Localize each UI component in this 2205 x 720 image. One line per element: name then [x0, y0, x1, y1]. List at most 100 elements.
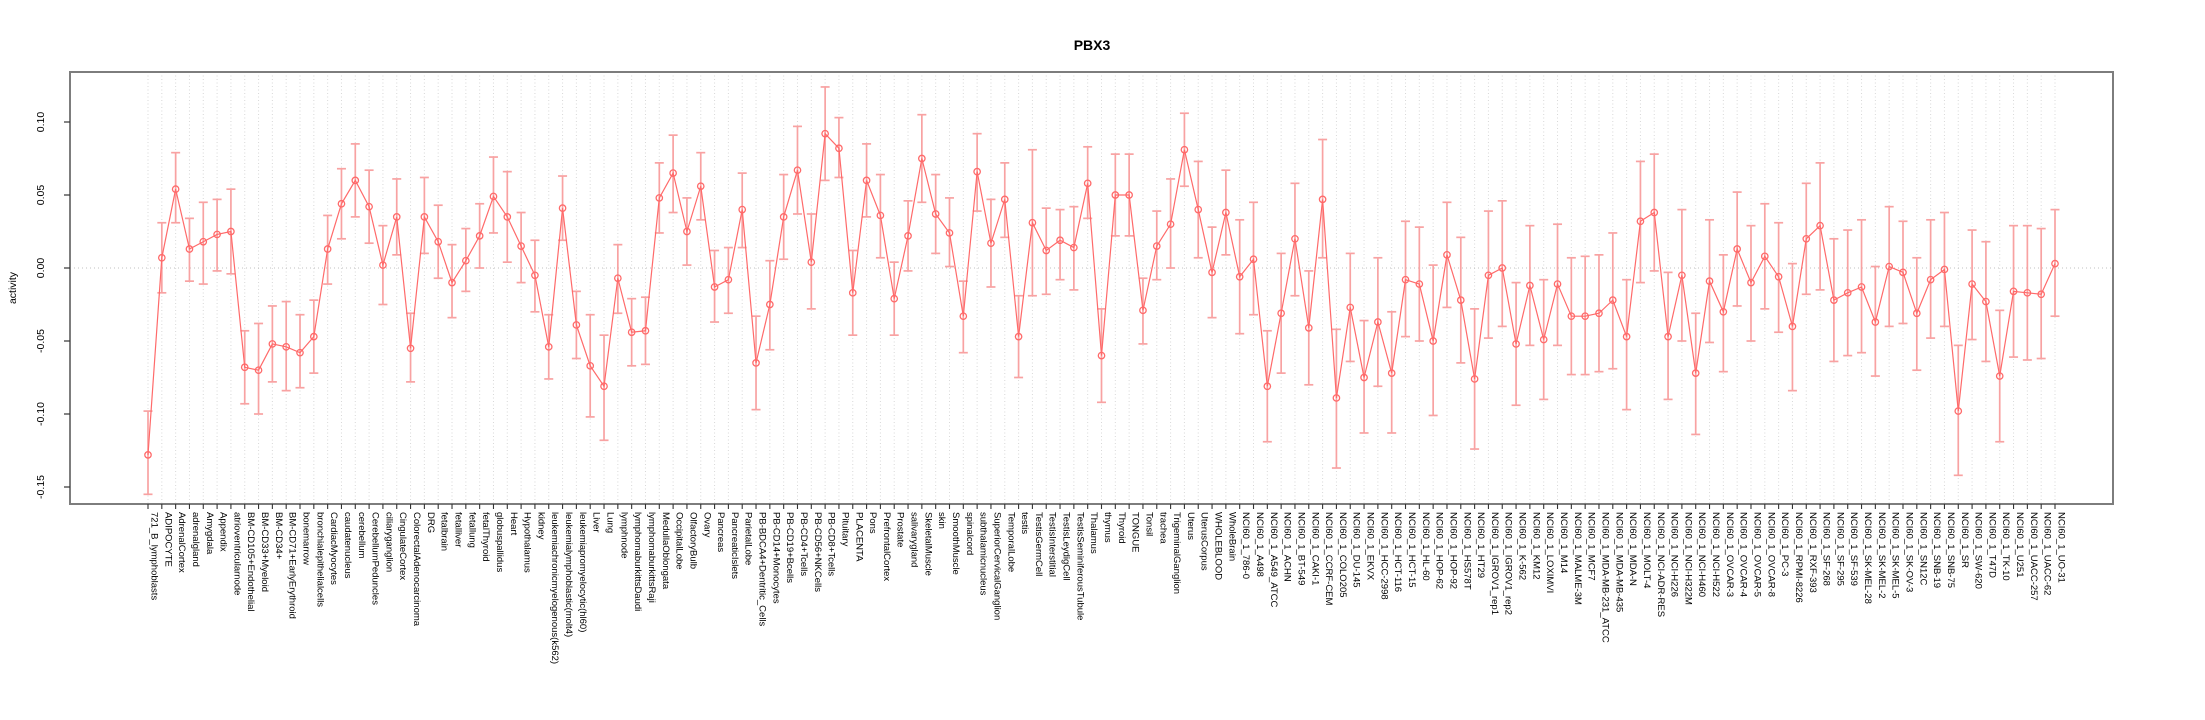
x-tick-label: NCI60_1_NCI-H226: [1669, 512, 1680, 597]
data-point: [254, 366, 263, 375]
x-tick-label: TestisLeydigCell: [1061, 512, 1072, 581]
x-tick-label: NCI60_1_M14: [1558, 512, 1569, 573]
data-point: [1484, 271, 1493, 280]
data-point: [1512, 340, 1520, 348]
data-point: [1415, 280, 1424, 288]
x-tick-label: NCI60_1_SK-OV-3: [1903, 512, 1914, 592]
data-point: [2009, 287, 2018, 296]
error-bar: [1497, 199, 1507, 328]
x-tick-label: NCI60_1_SK-MEL-2: [1876, 512, 1887, 599]
data-point: [157, 253, 166, 262]
data-point: [1526, 281, 1534, 290]
x-tick-label: NCI60_1_OVCAR-3: [1724, 512, 1735, 597]
data-point: [1498, 264, 1507, 272]
x-tick-label: leukemiachronicmyelogenous(k562): [549, 512, 560, 664]
x-tick-label: NCI60_1_SF-539: [1848, 512, 1859, 586]
x-tick-label: fetalliver: [453, 512, 464, 547]
x-tick-label: BM-CD34+: [273, 512, 284, 560]
x-tick-label: NCI60_1_HL-60: [1420, 512, 1431, 581]
data-point: [1374, 318, 1382, 326]
data-point: [641, 326, 650, 335]
data-point: [171, 185, 180, 194]
data-point: [862, 176, 871, 185]
data-point: [1360, 373, 1368, 382]
data-point: [1097, 351, 1106, 360]
data-point: [1705, 277, 1714, 285]
data-point: [1608, 296, 1617, 304]
x-tick-label: WHOLEBLOOD: [1213, 512, 1224, 580]
data-point: [309, 332, 318, 341]
data-point: [213, 230, 221, 239]
data-point: [821, 129, 829, 138]
x-tick-label: kidney: [535, 512, 546, 540]
x-tick-label: cerebellum: [356, 512, 367, 559]
data-point: [517, 242, 525, 250]
data-point: [1774, 272, 1783, 281]
data-point: [365, 202, 373, 211]
data-point: [1014, 332, 1023, 341]
data-point: [1830, 296, 1838, 304]
x-tick-label: NCI60_1_MCF7: [1586, 512, 1597, 581]
x-tick-label: NCI60_1_OVCAR-5: [1751, 512, 1762, 597]
x-tick-label: Uterus: [1185, 512, 1196, 540]
x-tick-label: NCI60_1_SNB-19: [1931, 512, 1942, 588]
x-tick-label: Thalamus: [1088, 512, 1099, 554]
x-tick-label: NCI60_1_HCC-2998: [1378, 512, 1389, 600]
data-point: [918, 154, 926, 163]
data-point: [1263, 382, 1272, 391]
x-tick-label: NCI60_1_UACC-257: [2028, 512, 2039, 601]
x-tick-label: BM-CD33+Myeloid: [259, 512, 270, 592]
x-tick-label: TemporalLobe: [1005, 512, 1016, 572]
x-tick-label: Heart: [508, 512, 519, 536]
error-bar: [1787, 262, 1797, 392]
data-point: [1691, 369, 1700, 377]
x-tick-label: subthalamicnucleus: [978, 512, 989, 596]
x-tick-label: skin: [936, 512, 947, 529]
data-point: [503, 213, 512, 221]
x-tick-label: NCI60_1_SNB-75: [1945, 512, 1956, 588]
error-bar: [1857, 218, 1867, 354]
x-tick-label: NCI60_1_OVCAR-8: [1765, 512, 1776, 597]
x-tick-label: NCI60_1_T47D: [1986, 512, 1997, 578]
x-tick-label: NCI60_1_KM12: [1530, 512, 1541, 580]
x-tick-label: ColorectalAdenocarcinoma: [411, 512, 422, 627]
data-point: [268, 340, 277, 348]
x-tick-label: MedullaOblongata: [660, 512, 671, 590]
data-point: [1208, 268, 1216, 277]
axis-label-layer: 0.10 0.05 0.00 -0.05 -0.10 -0.15 721_B_lymphob…: [35, 112, 2067, 664]
data-point: [406, 344, 415, 353]
data-point: [1180, 145, 1189, 154]
data-point: [1318, 195, 1327, 204]
x-tick-label: PB-CD4+Tcells: [798, 512, 809, 576]
x-tick-label: PB-CD14+Monocytes: [770, 512, 781, 604]
x-tick-label: NCI60_1_ACHN: [1282, 512, 1293, 582]
data-point: [475, 232, 484, 240]
x-tick-label: NCI60_1_MDA-N: [1627, 512, 1638, 586]
x-tick-label: PB-CD56+NKCells: [812, 512, 823, 592]
data-point: [337, 199, 346, 208]
data-point: [1470, 375, 1479, 383]
data-point: [752, 359, 760, 367]
x-tick-label: PancreaticIslets: [729, 512, 740, 579]
data-point: [779, 213, 788, 221]
data-point: [489, 192, 498, 201]
data-point: [1788, 322, 1797, 331]
x-tick-label: thymus: [1102, 512, 1113, 543]
error-bar: [254, 322, 264, 415]
x-tick-label: NCI60_1_CAKI-1: [1309, 512, 1320, 585]
x-tick-label: adrenalgland: [190, 512, 201, 567]
x-tick-label: Thyroid: [1116, 512, 1127, 544]
data-point: [765, 300, 774, 309]
x-tick-label: NCI60_1_DU-145: [1351, 512, 1362, 588]
x-tick-label: NCI60_1_SK-MEL-5: [1890, 512, 1901, 599]
x-tick-label: NCI60_1_HCT-15: [1406, 512, 1417, 588]
data-point: [1816, 221, 1824, 230]
data-point: [1733, 245, 1742, 253]
chart-title: PBX3: [1074, 37, 1111, 53]
y-tick-label: 0.10: [35, 112, 47, 133]
y-tick-label: 0.00: [35, 258, 47, 279]
x-tick-label: Pancreas: [715, 512, 726, 552]
data-point: [1387, 369, 1396, 377]
x-tick-label: leukemiapromyelocytic(hl60): [577, 512, 588, 632]
error-bar: [295, 313, 305, 389]
